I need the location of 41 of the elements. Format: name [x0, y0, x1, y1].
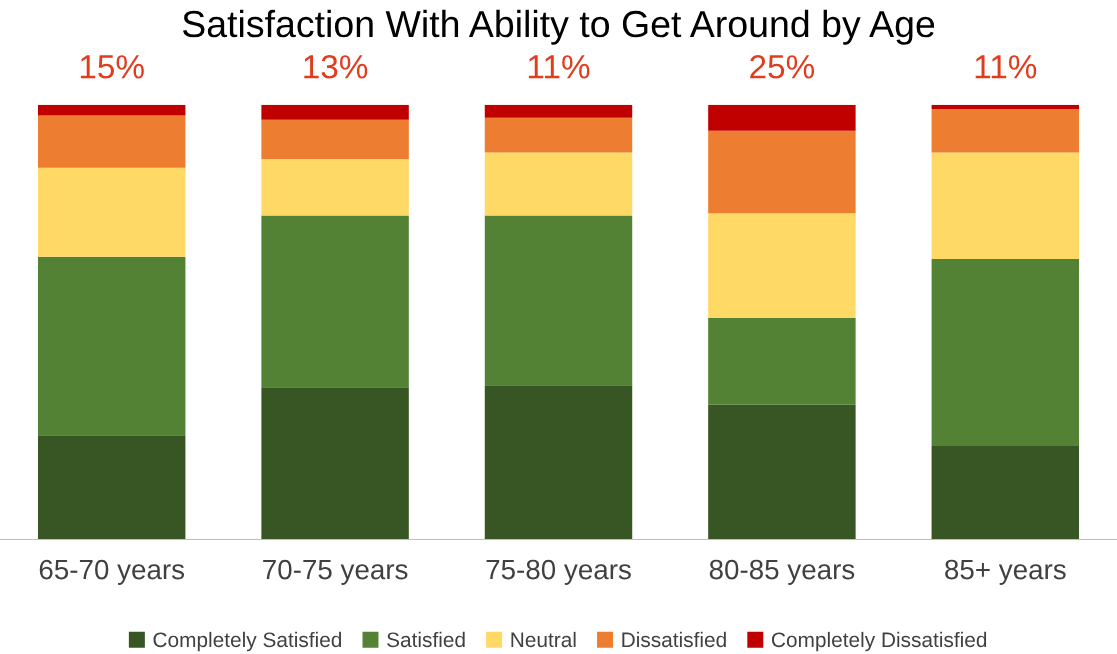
- bar: [484, 152, 633, 216]
- bar: [37, 435, 186, 540]
- legend-label: Neutral: [511, 631, 576, 648]
- bar: [708, 317, 856, 405]
- bar: [37, 104, 186, 116]
- legend-label: Completely Dissatisfied: [772, 631, 987, 652]
- bar: [261, 104, 409, 120]
- bar: [484, 104, 633, 118]
- bar: [261, 215, 409, 388]
- bar: [484, 385, 633, 540]
- bar: [931, 108, 1080, 153]
- annotation: 11%: [528, 55, 590, 79]
- annotation: 11%: [975, 55, 1037, 79]
- bar: [261, 119, 409, 159]
- bar: [931, 104, 1080, 109]
- x-tick-label: 70-75 years: [263, 559, 408, 585]
- bar: [484, 117, 633, 153]
- legend-label: Completely Satisfied: [153, 631, 342, 652]
- bar: [931, 259, 1080, 447]
- annotation: 25%: [750, 55, 815, 79]
- bar: [708, 130, 856, 214]
- chart-title: Satisfaction With Ability to Get Around by Age: [182, 9, 935, 45]
- bar: [708, 213, 856, 318]
- bar: [484, 215, 633, 386]
- x-tick-label: 80-85 years: [709, 559, 855, 585]
- bar: [708, 404, 856, 540]
- bar: [931, 152, 1080, 260]
- bar: [37, 115, 186, 168]
- bar: [37, 167, 186, 257]
- bar: [931, 446, 1080, 540]
- x-tick-label: 85+ years: [945, 559, 1066, 585]
- annotation: 13%: [304, 55, 368, 79]
- legend-label: Satisfied: [387, 631, 465, 648]
- bar: [37, 256, 186, 436]
- bar: [261, 159, 409, 216]
- x-tick-label: 75-80 years: [486, 559, 631, 585]
- x-tick-label: 65-70 years: [39, 559, 185, 585]
- legend-label: Dissatisfied: [622, 631, 726, 648]
- bar: [708, 104, 856, 131]
- bar: [261, 387, 409, 540]
- annotation: 15%: [80, 55, 144, 79]
